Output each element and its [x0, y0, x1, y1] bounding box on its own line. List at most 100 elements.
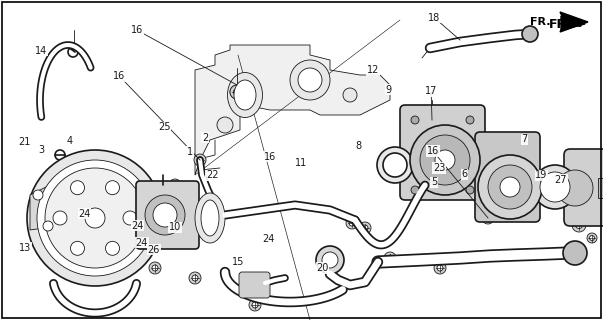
Circle shape [71, 181, 84, 195]
Circle shape [410, 125, 480, 195]
Circle shape [466, 186, 474, 194]
Text: 26: 26 [148, 244, 160, 255]
Circle shape [45, 168, 145, 268]
FancyBboxPatch shape [564, 149, 603, 226]
Text: 15: 15 [232, 257, 244, 268]
Circle shape [426, 114, 438, 126]
Circle shape [43, 221, 53, 231]
Circle shape [322, 252, 338, 268]
Polygon shape [30, 185, 65, 230]
Circle shape [572, 218, 586, 232]
Circle shape [429, 117, 435, 123]
Circle shape [359, 222, 371, 234]
Text: 6: 6 [461, 169, 467, 180]
Text: 14: 14 [35, 45, 47, 56]
Circle shape [252, 302, 258, 308]
Circle shape [149, 262, 161, 274]
Circle shape [169, 179, 181, 191]
Text: 9: 9 [386, 84, 392, 95]
Ellipse shape [201, 200, 219, 236]
Circle shape [153, 203, 177, 227]
Circle shape [411, 186, 419, 194]
Circle shape [145, 195, 185, 235]
Circle shape [349, 220, 355, 226]
FancyBboxPatch shape [239, 272, 270, 298]
Text: 10: 10 [169, 222, 181, 232]
Text: 16: 16 [264, 152, 276, 162]
Text: 18: 18 [428, 12, 440, 23]
Circle shape [387, 255, 393, 261]
Text: 7: 7 [522, 134, 528, 144]
Circle shape [249, 299, 261, 311]
Ellipse shape [227, 73, 262, 117]
Circle shape [557, 170, 593, 206]
Circle shape [230, 85, 244, 99]
Text: 16: 16 [427, 146, 439, 156]
Circle shape [437, 265, 443, 271]
Circle shape [500, 177, 520, 197]
Text: 23: 23 [433, 163, 445, 173]
Circle shape [346, 217, 358, 229]
Circle shape [230, 85, 244, 99]
Text: 2: 2 [202, 132, 208, 143]
Polygon shape [195, 45, 390, 175]
Text: 3: 3 [38, 145, 44, 155]
Ellipse shape [234, 80, 256, 110]
Circle shape [411, 116, 419, 124]
Circle shape [482, 212, 494, 224]
Circle shape [53, 211, 67, 225]
Circle shape [152, 265, 158, 271]
Circle shape [590, 236, 595, 241]
Text: 11: 11 [295, 157, 308, 168]
Circle shape [450, 123, 460, 133]
Circle shape [189, 272, 201, 284]
Bar [598, 178, 603, 198]
Circle shape [384, 252, 396, 264]
FancyBboxPatch shape [475, 132, 540, 222]
Circle shape [420, 135, 470, 185]
Circle shape [383, 153, 407, 177]
Circle shape [478, 155, 542, 219]
Polygon shape [560, 12, 588, 32]
Text: 20: 20 [317, 263, 329, 273]
Text: 24: 24 [78, 209, 90, 219]
Circle shape [466, 116, 474, 124]
Text: 4: 4 [66, 136, 72, 146]
Circle shape [27, 150, 163, 286]
Circle shape [343, 88, 357, 102]
Circle shape [485, 215, 491, 221]
Circle shape [84, 239, 96, 251]
Circle shape [233, 89, 241, 95]
Circle shape [33, 190, 43, 200]
Circle shape [435, 150, 455, 170]
Circle shape [106, 241, 119, 255]
Circle shape [290, 60, 330, 100]
Text: 16: 16 [131, 25, 144, 36]
Text: 27: 27 [555, 175, 567, 185]
Text: 12: 12 [367, 65, 379, 76]
Circle shape [522, 26, 538, 42]
Text: 21: 21 [18, 137, 30, 148]
Circle shape [71, 241, 84, 255]
Circle shape [377, 147, 413, 183]
Circle shape [533, 165, 577, 209]
Circle shape [298, 68, 322, 92]
Text: 24: 24 [136, 237, 148, 248]
Text: 13: 13 [19, 243, 31, 253]
Text: 1: 1 [187, 147, 193, 157]
Circle shape [452, 125, 458, 131]
Circle shape [540, 172, 570, 202]
Circle shape [197, 157, 203, 163]
Circle shape [233, 89, 241, 95]
Circle shape [172, 182, 178, 188]
Text: FR.: FR. [531, 17, 551, 27]
FancyBboxPatch shape [400, 105, 485, 200]
Text: 5: 5 [431, 177, 437, 188]
Circle shape [37, 160, 153, 276]
Circle shape [106, 181, 119, 195]
Circle shape [575, 221, 582, 228]
Circle shape [316, 246, 344, 274]
FancyBboxPatch shape [136, 181, 199, 249]
Circle shape [192, 275, 198, 281]
Text: 24: 24 [131, 220, 144, 231]
